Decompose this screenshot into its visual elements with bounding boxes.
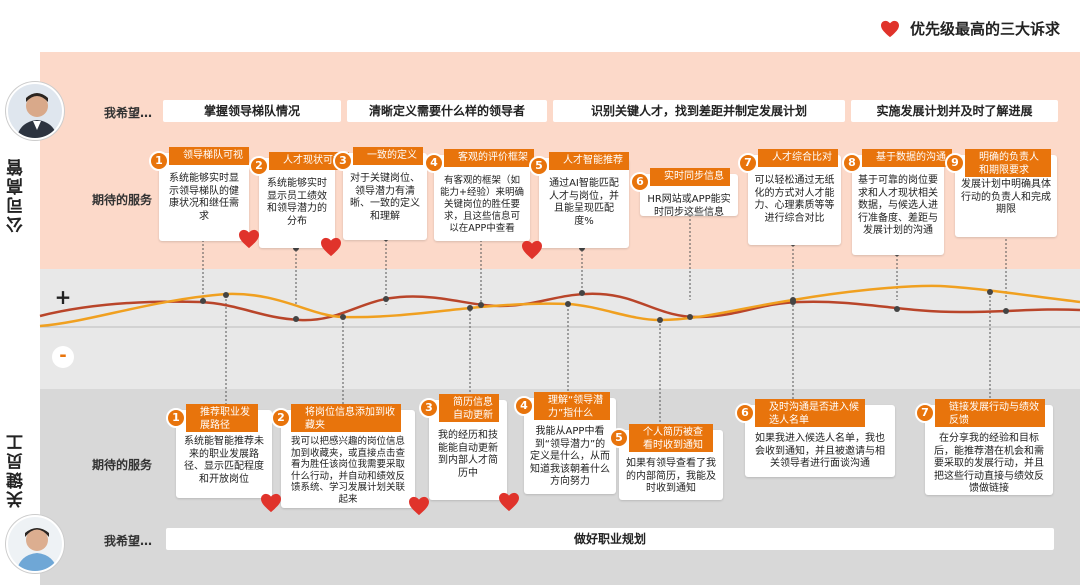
priority-heart-icon xyxy=(321,237,341,257)
executive-card-1: 1 领导梯队可视 系统能够实时显示领导梯队的健康状况和继任需求 xyxy=(149,147,249,241)
card-title: 领导梯队可视 xyxy=(169,147,249,165)
card-number: 3 xyxy=(419,398,439,418)
card-body: 系统能够实时显示员工绩效和领导潜力的分布 xyxy=(267,178,327,227)
card-title: 人才综合比对 xyxy=(758,149,838,167)
card-body: 发展计划中明确具体行动的负责人和完成期限 xyxy=(961,179,1051,215)
priority-heart-icon xyxy=(522,240,542,260)
card-number: 9 xyxy=(945,153,965,173)
employee-card-4: 4 理解“领导潜力”指什么 我能从APP中看到“领导潜力”的定义是什么，从而知道… xyxy=(514,392,616,494)
card-body: 如果有领导查看了我的内部简历，我能及时收到通知 xyxy=(626,458,716,494)
employee-card-3: 3 简历信息自动更新 我的经历和技能能自动更新到内部人才简历中 xyxy=(419,394,507,500)
connectors xyxy=(202,215,1007,430)
card-body: 通过AI智能匹配人才与岗位，并且能呈现匹配度% xyxy=(549,178,619,227)
executive-card-3: 3 一致的定义 对于关键岗位、领导潜力有清晰、一致的定义和理解 xyxy=(333,147,427,240)
card-title: 个人简历被查看时收到通知 xyxy=(629,424,713,452)
executive-card-8: 8 基于数据的沟通 基于可靠的岗位要求和人才现状相关数据，与候选人进行准备度、差… xyxy=(842,149,952,255)
card-title: 客观的评价框架 xyxy=(444,149,534,167)
card-number: 3 xyxy=(333,151,353,171)
card-number: 6 xyxy=(735,403,755,423)
card-title: 人才现状可视 xyxy=(269,152,349,170)
card-number: 2 xyxy=(249,156,269,176)
card-title: 推荐职业发展路径 xyxy=(186,404,258,432)
priority-heart-icon xyxy=(499,492,519,512)
card-body: 我的经历和技能能自动更新到内部人才简历中 xyxy=(438,430,498,479)
legend-text: 优先级最高的三大诉求 xyxy=(909,20,1060,38)
employee-avatar xyxy=(6,515,64,573)
card-body: 有客观的框架（如能力+经验）来明确关键岗位的胜任要求，且这些信息可以在APP中查… xyxy=(440,175,524,234)
executive-card-5: 5 人才智能推荐 通过AI智能匹配人才与岗位，并且能呈现匹配度% xyxy=(529,152,629,248)
card-title: 简历信息自动更新 xyxy=(439,394,499,422)
executive-curve xyxy=(39,292,1080,322)
card-body: 如果我进入候选人名单，我也会收到通知，并且被邀请与相关领导者进行面谈沟通 xyxy=(755,433,885,469)
negative-marker: - xyxy=(52,346,74,368)
executive-service-label: 期待的服务 xyxy=(92,193,153,207)
card-body: HR网站或APP能实时同步这些信息 xyxy=(647,194,731,218)
card-body: 我能从APP中看到“领导潜力”的定义是什么，从而知道我该朝着什么方向努力 xyxy=(530,426,610,487)
card-title: 人才智能推荐 xyxy=(549,152,629,170)
card-number: 5 xyxy=(529,156,549,176)
executive-avatar xyxy=(6,82,64,140)
card-number: 6 xyxy=(630,172,650,192)
card-title: 实时同步信息 xyxy=(650,168,730,186)
card-body: 系统能智能推荐未来的职业发展路径、显示匹配程度和开放岗位 xyxy=(184,436,264,485)
priority-heart-icon xyxy=(409,496,429,516)
executive-wish-4: 实施发展计划并及时了解进展 xyxy=(851,100,1058,122)
positive-marker: + xyxy=(54,285,72,309)
executive-card-7: 7 人才综合比对 可以轻松通过无纸化的方式对人才能力、心理素质等等进行综合对比 xyxy=(738,149,841,245)
employee-wish: 做好职业规划 xyxy=(166,528,1054,550)
card-body: 在分享我的经验和目标后，能推荐潜在机会和需要采取的发展行动，并且把这些行动直接与… xyxy=(934,433,1044,494)
card-number: 5 xyxy=(609,428,629,448)
card-title: 一致的定义 xyxy=(353,147,423,165)
executive-wish-2: 清晰定义需要什么样的领导者 xyxy=(347,100,547,122)
card-number: 1 xyxy=(166,408,186,428)
employee-card-7: 7 链接发展行动与绩效反馈 在分享我的经验和目标后，能推荐潜在机会和需要采取的发… xyxy=(915,399,1053,495)
emotion-band xyxy=(40,269,1080,389)
employee-card-5: 5 个人简历被查看时收到通知 如果有领导查看了我的内部简历，我能及时收到通知 xyxy=(609,424,723,500)
employee-curve xyxy=(39,284,1080,328)
card-number: 4 xyxy=(514,396,534,416)
executive-card-6: 6 实时同步信息 HR网站或APP能实时同步这些信息 xyxy=(630,168,738,218)
card-title: 理解“领导潜力”指什么 xyxy=(534,392,610,420)
employee-card-1: 1 推荐职业发展路径 系统能智能推荐未来的职业发展路径、显示匹配程度和开放岗位 xyxy=(166,404,272,498)
card-title: 明确的负责人和期限要求 xyxy=(965,149,1051,177)
executive-wish-1: 掌握领导梯队情况 xyxy=(163,100,341,122)
executive-wish-label: 我希望… xyxy=(104,106,153,120)
card-body: 我可以把感兴趣的岗位信息加到收藏夹，或直接点击查看为胜任该岗位我需要采取什么行动… xyxy=(290,436,405,505)
employee-service-label: 期待的服务 xyxy=(92,458,153,472)
executive-card-4: 4 客观的评价框架 有客观的框架（如能力+经验）来明确关键岗位的胜任要求，且这些… xyxy=(424,149,534,241)
employee-card-6: 6 及时沟通是否进入候选人名单 如果我进入候选人名单，我也会收到通知，并且被邀请… xyxy=(735,399,895,477)
card-title: 将岗位信息添加到收藏夹 xyxy=(291,404,401,432)
employee-wish-label: 我希望… xyxy=(104,534,153,548)
card-body: 系统能够实时显示领导梯队的健康状况和继任需求 xyxy=(169,173,239,222)
card-title: 基于数据的沟通 xyxy=(862,149,952,167)
card-number: 8 xyxy=(842,153,862,173)
heart-icon xyxy=(880,20,899,37)
card-title: 及时沟通是否进入候选人名单 xyxy=(755,399,865,427)
employee-card-2: 2 将岗位信息添加到收藏夹 我可以把感兴趣的岗位信息加到收藏夹，或直接点击查看为… xyxy=(271,404,415,508)
card-number: 7 xyxy=(915,403,935,423)
executive-wish-3: 识别关键人才，找到差距并制定发展计划 xyxy=(553,100,845,122)
legend: 优先级最高的三大诉求 xyxy=(880,18,1060,39)
card-number: 1 xyxy=(149,151,169,171)
priority-heart-icon xyxy=(239,229,259,249)
executive-card-2: 2 人才现状可视 系统能够实时显示员工绩效和领导潜力的分布 xyxy=(249,152,349,248)
card-number: 2 xyxy=(271,408,291,428)
executive-card-9: 9 明确的负责人和期限要求 发展计划中明确具体行动的负责人和完成期限 xyxy=(945,149,1057,237)
card-number: 7 xyxy=(738,153,758,173)
card-number: 4 xyxy=(424,153,444,173)
card-body: 基于可靠的岗位要求和人才现状相关数据，与候选人进行准备度、差距与发展计划的沟通 xyxy=(858,175,938,236)
card-body: 对于关键岗位、领导潜力有清晰、一致的定义和理解 xyxy=(350,173,420,222)
priority-heart-icon xyxy=(261,493,281,513)
card-body: 可以轻松通过无纸化的方式对人才能力、心理素质等等进行综合对比 xyxy=(754,175,835,224)
card-title: 链接发展行动与绩效反馈 xyxy=(935,399,1045,427)
